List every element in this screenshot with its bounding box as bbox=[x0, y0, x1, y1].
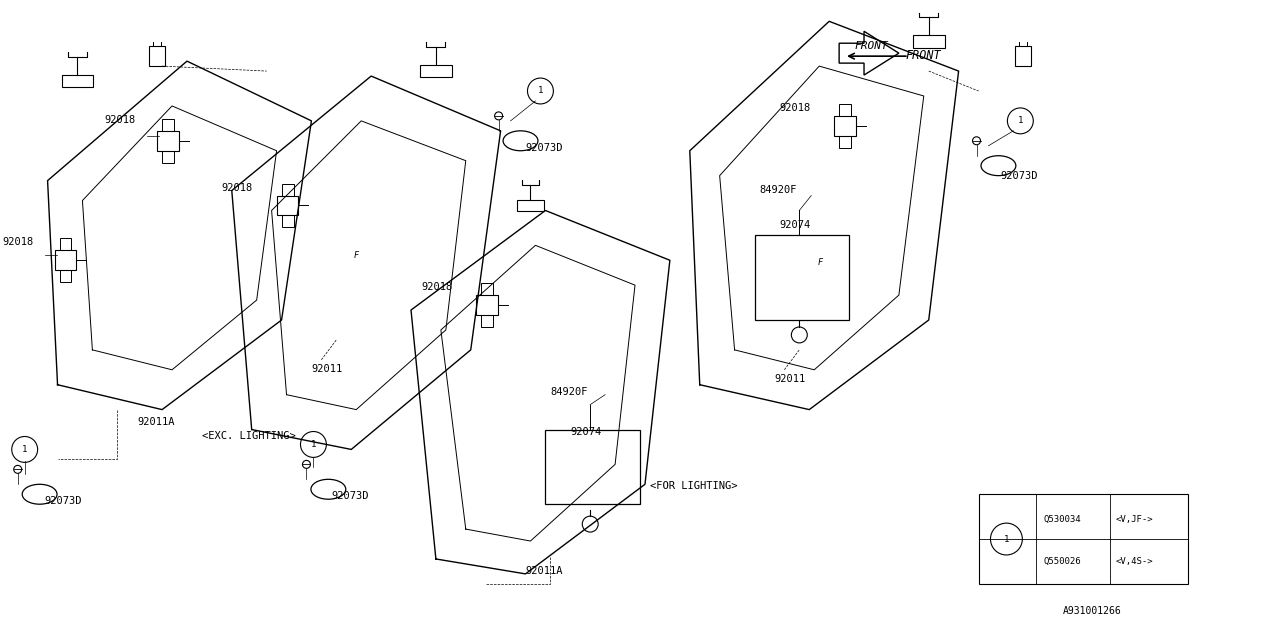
Text: 92011A: 92011A bbox=[526, 566, 563, 576]
Text: Q530034: Q530034 bbox=[1043, 515, 1080, 524]
Text: FRONT: FRONT bbox=[854, 41, 888, 51]
Text: 92073D: 92073D bbox=[1001, 171, 1038, 180]
Text: <EXC. LIGHTING>: <EXC. LIGHTING> bbox=[202, 431, 296, 442]
Bar bbox=[913, 35, 945, 47]
Bar bbox=[420, 65, 452, 77]
Bar bbox=[60, 270, 72, 282]
Text: 1: 1 bbox=[22, 445, 27, 454]
Bar bbox=[60, 238, 72, 250]
Text: 92011: 92011 bbox=[774, 374, 805, 384]
Bar bbox=[282, 216, 293, 227]
Text: 92074: 92074 bbox=[780, 220, 810, 230]
Text: 92011: 92011 bbox=[311, 364, 343, 374]
Bar bbox=[840, 104, 851, 116]
Bar bbox=[55, 250, 77, 270]
Text: 92073D: 92073D bbox=[45, 496, 82, 506]
Text: 92011A: 92011A bbox=[137, 417, 174, 426]
Text: Q550026: Q550026 bbox=[1043, 557, 1080, 566]
Bar bbox=[840, 136, 851, 148]
Bar bbox=[481, 315, 493, 327]
Text: <V,4S->: <V,4S-> bbox=[1116, 557, 1153, 566]
Text: 92018: 92018 bbox=[221, 182, 253, 193]
Text: 92073D: 92073D bbox=[526, 143, 563, 153]
Bar bbox=[754, 236, 849, 320]
Bar bbox=[517, 200, 544, 211]
Bar bbox=[276, 196, 298, 216]
Text: 84920F: 84920F bbox=[759, 184, 797, 195]
Bar bbox=[157, 131, 179, 151]
Text: 1: 1 bbox=[1004, 534, 1009, 543]
Text: FRONT: FRONT bbox=[906, 49, 942, 62]
Text: 92018: 92018 bbox=[780, 103, 810, 113]
Bar bbox=[150, 46, 165, 66]
Text: 84920F: 84920F bbox=[550, 387, 588, 397]
Text: F: F bbox=[353, 252, 358, 260]
Text: F: F bbox=[817, 258, 822, 268]
Text: <V,JF->: <V,JF-> bbox=[1116, 515, 1153, 524]
Bar bbox=[545, 429, 640, 504]
Text: <FOR LIGHTING>: <FOR LIGHTING> bbox=[650, 481, 737, 492]
Text: 1: 1 bbox=[1018, 116, 1023, 125]
Bar bbox=[163, 119, 174, 131]
Text: A931001266: A931001266 bbox=[1064, 605, 1121, 616]
Bar bbox=[476, 295, 498, 315]
Bar bbox=[978, 494, 1188, 584]
Text: 92018: 92018 bbox=[105, 115, 136, 125]
Text: 1: 1 bbox=[538, 86, 543, 95]
Text: 92074: 92074 bbox=[571, 426, 602, 436]
Text: 92018: 92018 bbox=[3, 237, 35, 247]
Text: 92018: 92018 bbox=[421, 282, 452, 292]
Text: 92073D: 92073D bbox=[332, 492, 369, 501]
Text: 1: 1 bbox=[311, 440, 316, 449]
Bar bbox=[481, 283, 493, 295]
Bar bbox=[163, 151, 174, 163]
Bar bbox=[282, 184, 293, 196]
Bar bbox=[835, 116, 856, 136]
Bar bbox=[1015, 46, 1032, 66]
Bar bbox=[61, 75, 93, 88]
